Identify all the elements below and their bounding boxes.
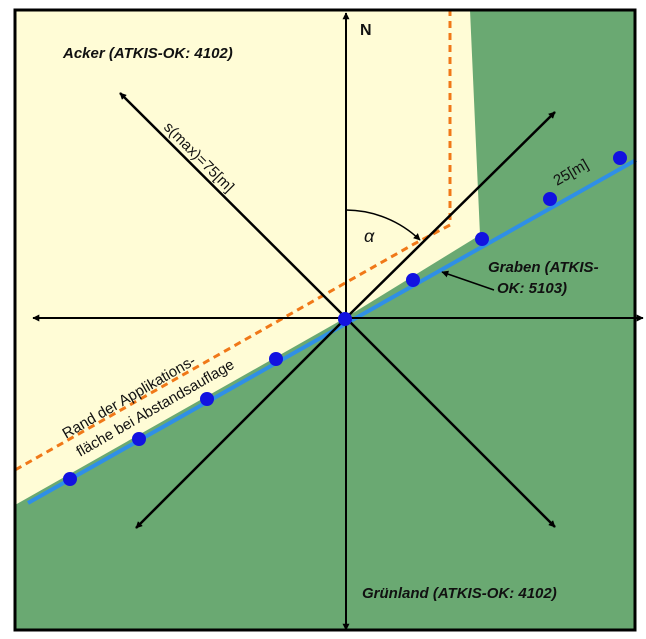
north-label: N (360, 22, 372, 39)
distance-max-arrow (119, 92, 347, 319)
ditch-points (63, 151, 627, 486)
ditch-label-line1: Graben (ATKIS- (488, 259, 599, 276)
diagonal-arrow-northeast (345, 111, 556, 319)
diagram-frame (13, 8, 637, 632)
ditch-point (63, 472, 77, 486)
ditch-point (200, 392, 214, 406)
grassland-area (15, 10, 635, 630)
ditch-point (406, 273, 420, 287)
field-label: Acker (ATKIS-OK: 4102) (62, 45, 233, 62)
angle-arc (345, 209, 421, 241)
ditch-point (613, 151, 627, 165)
diagonal-arrow-southwest (135, 317, 347, 529)
ditch-pointer-arrow (441, 270, 495, 291)
ditch-point (269, 352, 283, 366)
ditch-point (475, 232, 489, 246)
ditch-point-center (338, 312, 352, 326)
grassland-label: Grünland (ATKIS-OK: 4102) (362, 585, 557, 602)
ditch-label-line2: OK: 5103) (497, 280, 567, 297)
angle-label: α (364, 226, 375, 246)
ditch-point (132, 432, 146, 446)
diagonal-arrow-southeast (345, 317, 556, 528)
ditch-point (543, 192, 557, 206)
